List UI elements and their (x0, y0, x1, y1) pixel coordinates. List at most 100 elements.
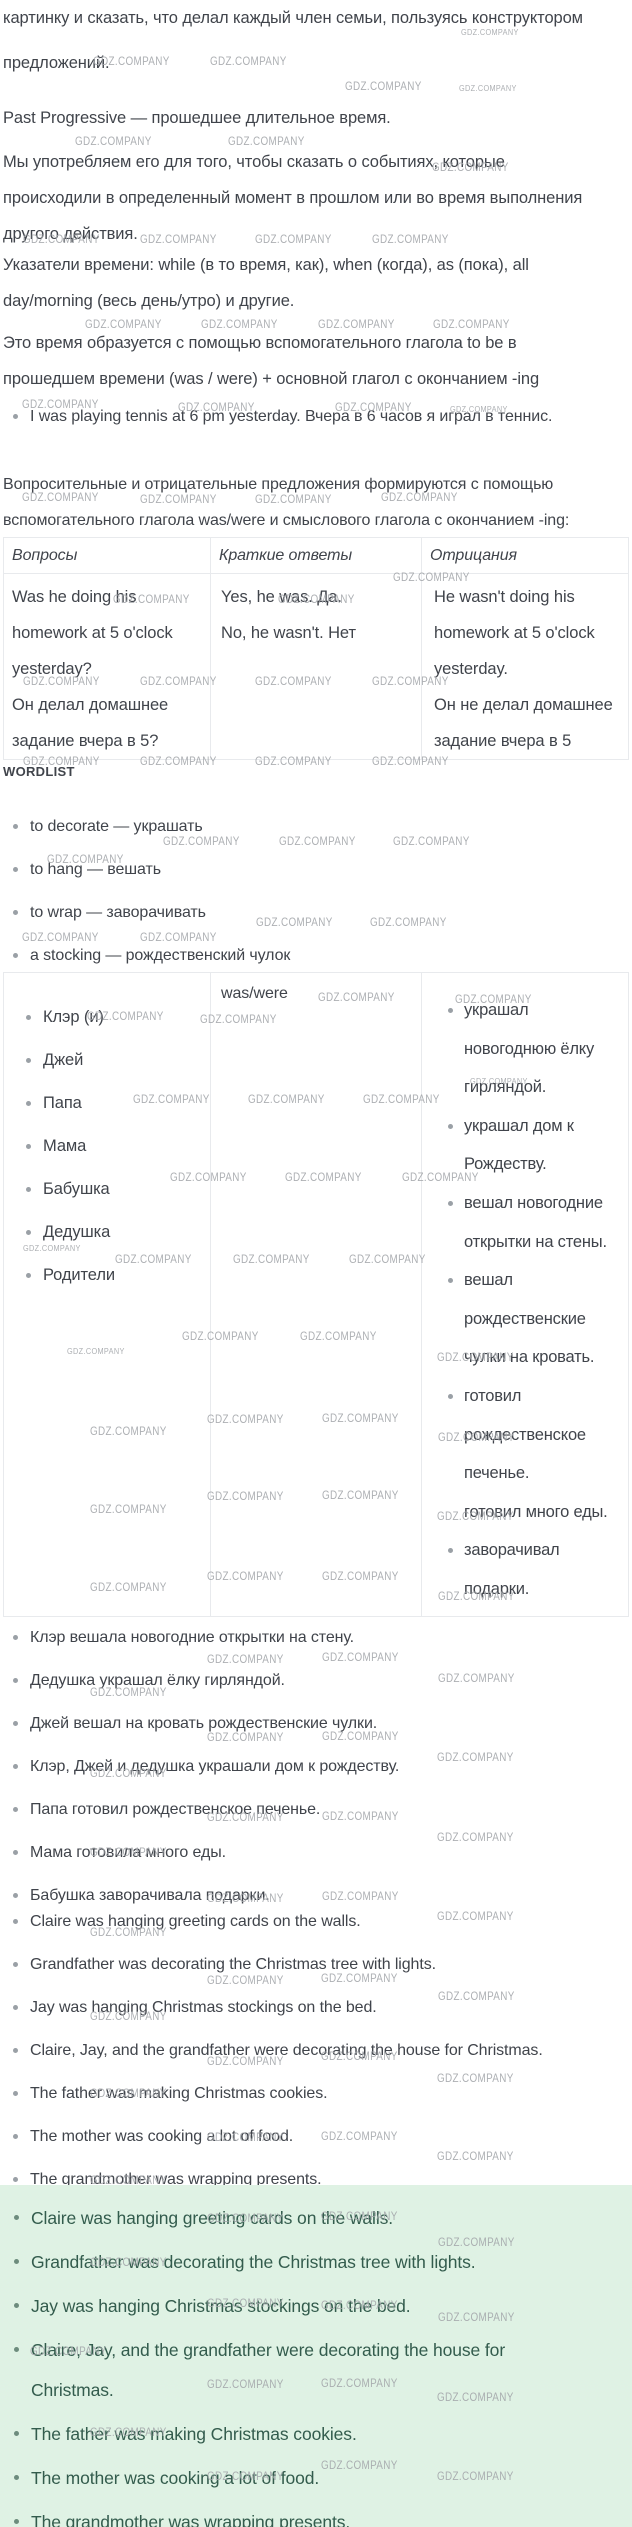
answer-russian-text: Папа готовил рождественское печенье. (30, 1801, 321, 1818)
builder-action-item: вешал новогодние открытки на стены. (422, 1184, 616, 1261)
highlighted-answer-item: Jay was hanging Christmas stockings on t… (0, 2286, 632, 2326)
answer-english-item: Claire, Jay, and the grandfather were de… (0, 2042, 630, 2059)
highlighted-answer-text: Claire, Jay, and the grandfather were de… (31, 2340, 506, 2400)
wordlist-item: to wrap — заворачивать (0, 904, 620, 921)
bullet-icon (448, 1548, 453, 1554)
answer-russian-text: Клэр, Джей и дедушка украшали дом к рожд… (30, 1758, 400, 1775)
bullet-icon (14, 2215, 19, 2220)
answer-russian-item: Джей вешал на кровать рождественские чул… (0, 1715, 630, 1732)
bullet-icon (448, 1200, 453, 1206)
highlighted-answer-text: The mother was cooking a lot of food. (31, 2468, 320, 2488)
negative-en: He wasn't doing his homework at 5 o'cloc… (434, 588, 595, 678)
highlighted-answer-item: The mother was cooking a lot of food. (0, 2458, 632, 2498)
bullet-icon (13, 1962, 18, 1967)
answer-russian-item: Клэр вешала новогодние открытки на стену… (0, 1629, 630, 1646)
highlighted-answers-list: Claire was hanging greeting cards on the… (0, 2198, 632, 2527)
builder-subjects-list: Клэр (и) Джей Папа Мама (4, 1009, 210, 1284)
grammar-header-negatives: Отрицания (421, 538, 628, 573)
wordlist-title: WORDLIST (3, 764, 75, 779)
bullet-icon (26, 1101, 31, 1106)
highlighted-answer-text: The grandmother was wrapping presents. (31, 2512, 351, 2527)
builder-subject-text: Бабушка (43, 1180, 110, 1198)
bullet-icon (13, 1678, 18, 1683)
grammar-cell-questions: Was he doing his homework at 5 o'clock y… (4, 574, 210, 759)
builder-action-text: украшал дом к Рождеству. (464, 1116, 574, 1174)
bullet-icon (14, 2259, 19, 2264)
highlighted-answer-text: The father was making Christmas cookies. (31, 2424, 357, 2444)
grammar-cell-negatives: He wasn't doing his homework at 5 o'cloc… (421, 574, 628, 759)
example-sentence: I was playing tennis at 6 pm yesterday. … (30, 408, 553, 425)
builder-subject-text: Дедушка (43, 1223, 111, 1241)
builder-subject-item: Папа (4, 1095, 210, 1112)
builder-subject-text: Мама (43, 1137, 87, 1155)
bullet-icon (26, 1187, 31, 1192)
bullet-icon (13, 1893, 18, 1898)
bullet-icon (13, 2177, 18, 2182)
wordlist-item-text: to decorate — украшать (30, 818, 203, 835)
answer-russian-item: Папа готовил рождественское печенье. (0, 1801, 630, 1818)
builder-actions-list: украшал новогоднюю ёлку гирляндой. украш… (422, 991, 616, 1609)
wordlist-item-text: to hang — вешать (30, 861, 161, 878)
answer-english-item: The father was making Christmas cookies. (0, 2085, 630, 2102)
example-item: I was playing tennis at 6 pm yesterday. … (0, 408, 620, 425)
builder-subject-item: Родители (4, 1267, 210, 1284)
builder-subject-item: Бабушка (4, 1181, 210, 1198)
bullet-icon (13, 2134, 18, 2139)
bullet-icon (13, 1919, 18, 1924)
answer-english-item: The mother was cooking a lot of food. (0, 2128, 630, 2145)
bullet-icon (14, 2519, 19, 2524)
builder-subject-item: Мама (4, 1138, 210, 1155)
builder-subject-text: Папа (43, 1094, 82, 1112)
bullet-icon (26, 1273, 31, 1278)
bullet-icon (448, 1393, 453, 1399)
bullet-icon (13, 867, 18, 872)
bullet-icon (13, 1807, 18, 1812)
bullet-icon (14, 2303, 19, 2308)
bullet-icon (448, 1278, 453, 1284)
builder-action-item: вешал рождественские чулки на кровать. (422, 1261, 616, 1377)
wordlist-item: a stocking — рождественский чулок (0, 947, 620, 964)
answer-russian-text: Дедушка украшал ёлку гирляндой. (30, 1672, 285, 1689)
formation-paragraph: Это время образуется с помощью вспомогат… (3, 334, 540, 388)
answers-russian-list: Клэр вешала новогодние открытки на стену… (0, 1629, 630, 1930)
bullet-icon (14, 2475, 19, 2480)
answer-english-text: Jay was hanging Christmas stockings on t… (30, 1999, 377, 2016)
answer-english-item: Claire was hanging greeting cards on the… (0, 1913, 630, 1930)
negative-ru: Он не делал домашнее задание вчера в 5 (434, 696, 613, 750)
answer-russian-text: Джей вешал на кровать рождественские чул… (30, 1715, 378, 1732)
bullet-icon (13, 1850, 18, 1855)
builder-action-item: украшал дом к Рождеству. (422, 1107, 616, 1184)
answer-russian-item: Клэр, Джей и дедушка украшали дом к рожд… (0, 1758, 630, 1775)
answer-english-text: The grandmother was wrapping presents. (30, 2171, 322, 2188)
builder-verb-text: was/were (221, 985, 288, 1002)
answer-english-text: The father was making Christmas cookies. (30, 2085, 328, 2102)
answer-english-text: Claire, Jay, and the grandfather were de… (30, 2042, 543, 2059)
usage-paragraph: Мы употребляем его для того, чтобы сказа… (3, 153, 583, 243)
bullet-icon (13, 1635, 18, 1640)
sentence-builder-table: Клэр (и) Джей Папа Мама (3, 972, 629, 1617)
highlighted-answer-text: Jay was hanging Christmas stockings on t… (31, 2296, 411, 2316)
bullet-icon (13, 910, 18, 915)
builder-subject-item: Клэр (и) (4, 1009, 210, 1026)
builder-action-text: украшал новогоднюю ёлку гирляндой. (464, 1001, 595, 1097)
question-ru: Он делал домашнее задание вчера в 5? (12, 696, 169, 750)
builder-action-text: вешал новогодние открытки на стены. (464, 1193, 607, 1251)
builder-verb-cell: was/were (210, 973, 421, 1616)
bullet-icon (26, 1015, 31, 1020)
bullet-icon (13, 2091, 18, 2096)
wordlist: to decorate — украшать to hang — вешать … (0, 818, 620, 990)
builder-subject-text: Родители (43, 1266, 115, 1284)
builder-action-item: готовил рождественское печенье. (422, 1377, 616, 1493)
bullet-icon (448, 1008, 453, 1013)
grammar-header-short-answers: Краткие ответы (210, 538, 421, 573)
question-en: Was he doing his homework at 5 o'clock y… (12, 588, 173, 678)
answer-russian-item: Бабушка заворачивала подарки. (0, 1887, 630, 1904)
bullet-icon (13, 414, 18, 419)
wordlist-item: to hang — вешать (0, 861, 620, 878)
grammar-table: Вопросы Краткие ответы Отрицания Was he … (3, 537, 629, 760)
answer-russian-item: Дедушка украшал ёлку гирляндой. (0, 1672, 630, 1689)
bullet-icon (13, 2048, 18, 2053)
builder-subject-item: Дедушка (4, 1224, 210, 1241)
builder-subject-item: Джей (4, 1052, 210, 1069)
